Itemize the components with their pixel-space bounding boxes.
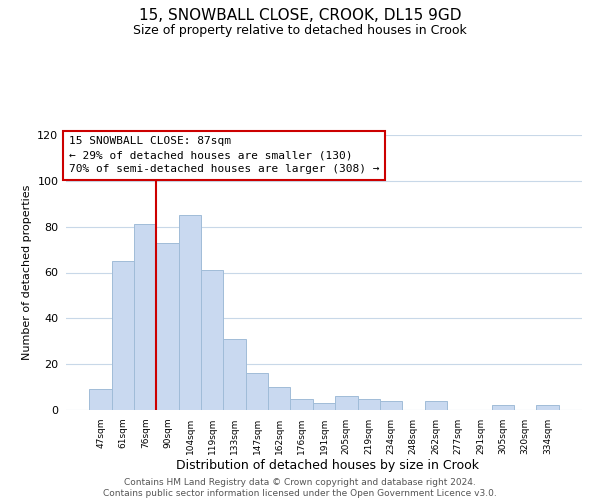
Bar — [290, 398, 313, 410]
Bar — [112, 261, 134, 410]
Bar — [335, 396, 358, 410]
Bar — [536, 406, 559, 410]
Bar — [223, 339, 246, 410]
Text: 15, SNOWBALL CLOSE, CROOK, DL15 9GD: 15, SNOWBALL CLOSE, CROOK, DL15 9GD — [139, 8, 461, 22]
Text: Contains HM Land Registry data © Crown copyright and database right 2024.
Contai: Contains HM Land Registry data © Crown c… — [103, 478, 497, 498]
Bar — [246, 374, 268, 410]
Bar — [201, 270, 223, 410]
Bar — [380, 401, 402, 410]
Bar — [89, 390, 112, 410]
Text: 15 SNOWBALL CLOSE: 87sqm
← 29% of detached houses are smaller (130)
70% of semi-: 15 SNOWBALL CLOSE: 87sqm ← 29% of detach… — [68, 136, 379, 174]
Bar — [358, 398, 380, 410]
Bar — [179, 215, 201, 410]
Y-axis label: Number of detached properties: Number of detached properties — [22, 185, 32, 360]
Bar — [134, 224, 157, 410]
Text: Distribution of detached houses by size in Crook: Distribution of detached houses by size … — [176, 460, 479, 472]
Text: Size of property relative to detached houses in Crook: Size of property relative to detached ho… — [133, 24, 467, 37]
Bar — [425, 401, 447, 410]
Bar — [268, 387, 290, 410]
Bar — [313, 403, 335, 410]
Bar — [157, 242, 179, 410]
Bar — [491, 406, 514, 410]
